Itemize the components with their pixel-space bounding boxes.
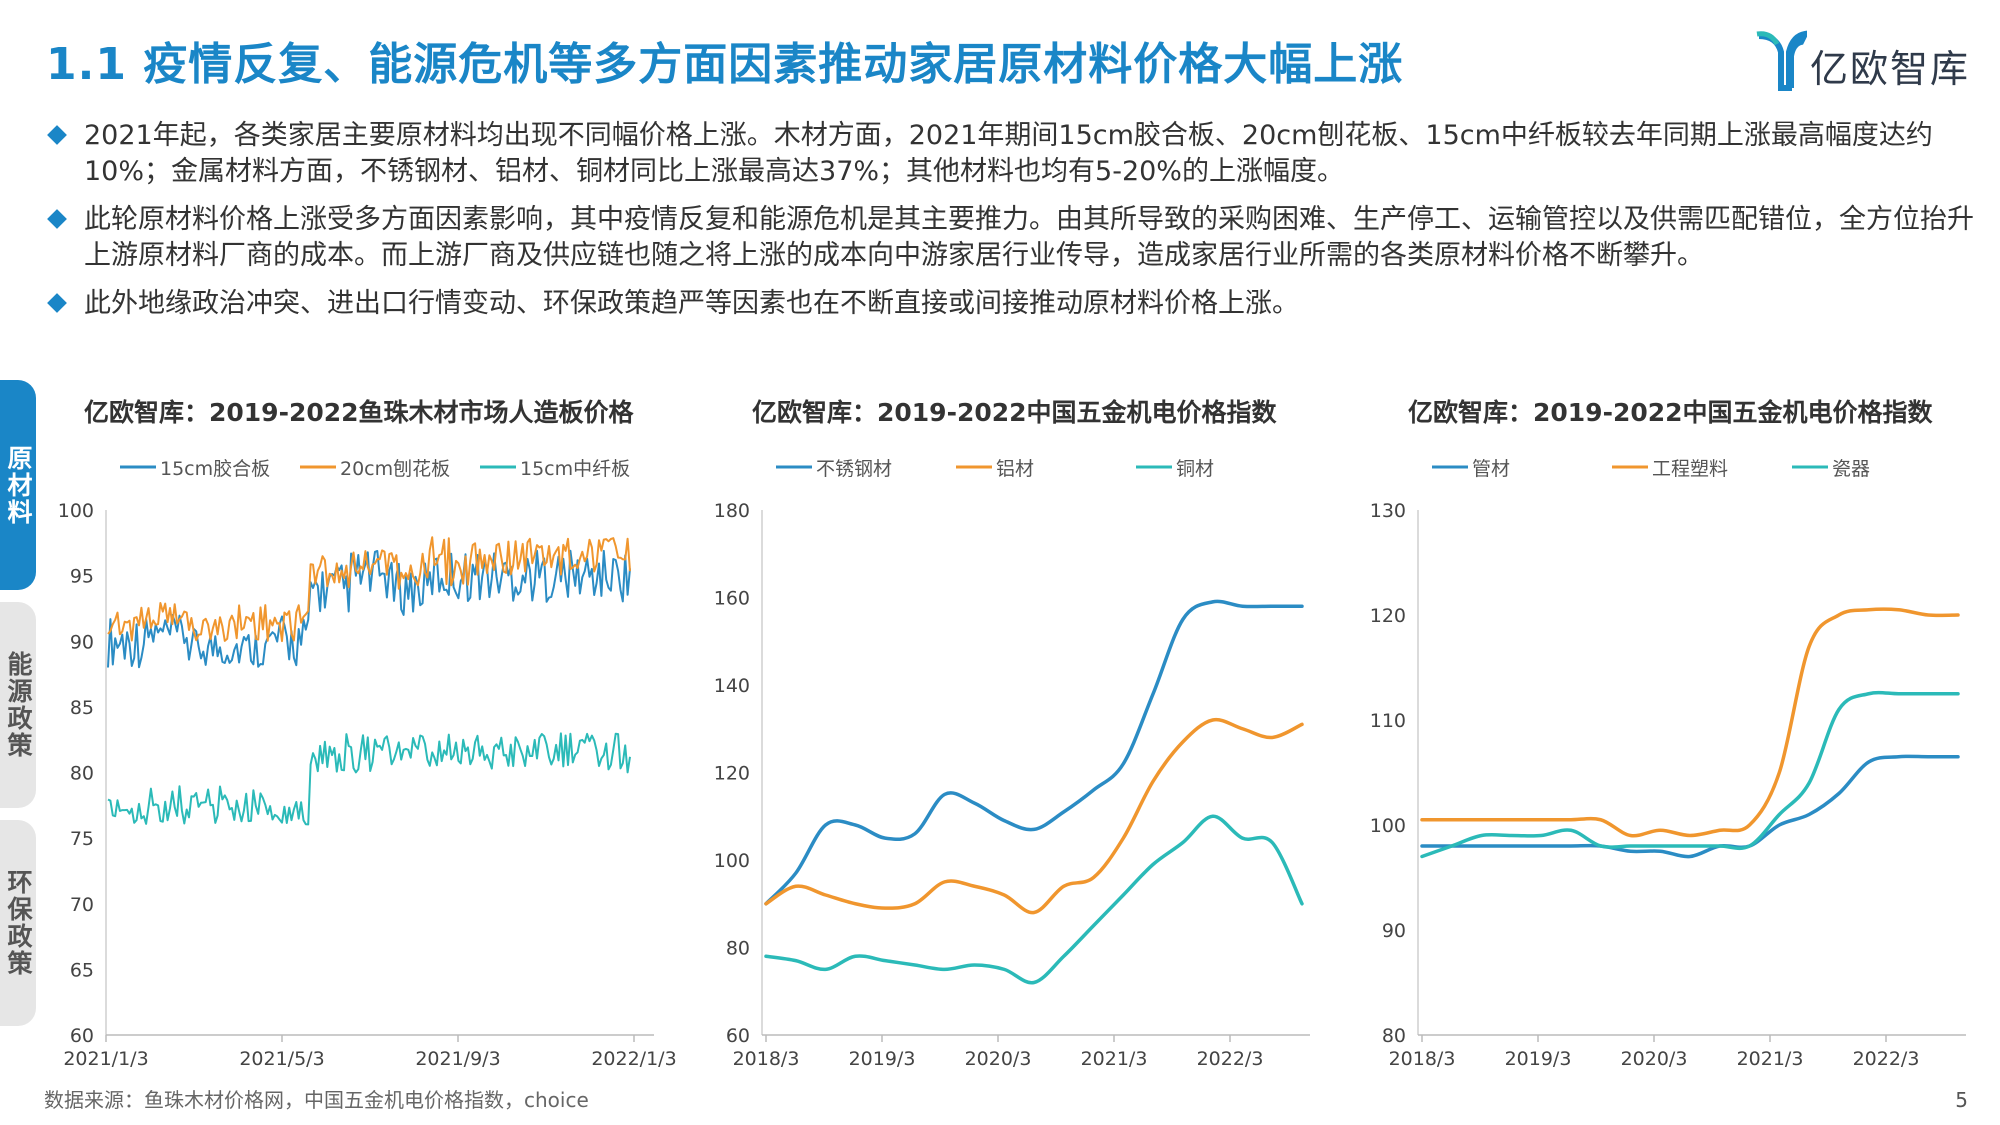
chart-svg: 管材 工程塑料 瓷器 80 90 100 110 120 130 2018/3 2019/3 2020… (1370, 458, 1966, 1070)
chart-title: 亿欧智库：2019-2022中国五金机电价格指数 (1408, 398, 1933, 427)
series-line (1420, 690, 1960, 859)
legend-label: 15cm中纤板 (520, 458, 630, 480)
x-tick-label: 2022/1/3 (591, 1048, 676, 1070)
series-line (764, 717, 1304, 915)
y-tick-label: 100 (58, 500, 94, 522)
x-tick-label: 2018/3 (733, 1048, 800, 1070)
chart-title: 亿欧智库：2019-2022鱼珠木材市场人造板价格 (84, 398, 634, 427)
chart-svg: 15cm胶合板 20cm刨花板 15cm中纤板 60 65 70 75 80 85 90 95 100… (58, 458, 677, 1070)
y-tick-label: 120 (714, 763, 750, 785)
legend-label: 管材 (1472, 458, 1510, 480)
y-tick-label: 75 (70, 828, 94, 850)
chart-materials-index: 管材 工程塑料 瓷器 80 90 100 110 120 130 2018/3 2019/3 2020… (1356, 440, 1976, 1070)
series-line (764, 814, 1304, 985)
y-tick-label: 90 (70, 631, 94, 653)
y-tick-label: 80 (1382, 1025, 1406, 1047)
legend-label: 15cm胶合板 (160, 458, 270, 480)
series-line (107, 732, 631, 826)
y-tick-label: 100 (714, 850, 750, 872)
page-number: 5 (1955, 1088, 1968, 1112)
x-tick-label: 2021/3 (1737, 1048, 1804, 1070)
y-tick-label: 80 (70, 763, 94, 785)
legend-label: 铜材 (1176, 458, 1214, 480)
x-tick-label: 2019/3 (849, 1048, 916, 1070)
x-tick-label: 2020/3 (1621, 1048, 1688, 1070)
series-line (764, 599, 1304, 906)
bullet-list: 2021年起，各类家居主要原材料均出现不同幅价格上涨。木材方面，2021年期间1… (46, 118, 1976, 334)
legend-label: 20cm刨花板 (340, 458, 450, 480)
x-tick-label: 2019/3 (1505, 1048, 1572, 1070)
series-line (1420, 607, 1960, 838)
diamond-bullet-icon (47, 293, 67, 313)
y-tick-label: 70 (70, 894, 94, 916)
diamond-bullet-icon (47, 125, 67, 145)
y-tick-label: 160 (714, 588, 750, 610)
data-source: 数据来源：鱼珠木材价格网，中国五金机电价格指数，choice (44, 1088, 589, 1112)
y-tick-label: 60 (726, 1025, 750, 1047)
legend-label: 铝材 (996, 458, 1034, 480)
chart-svg: 不锈钢材 铝材 铜材 60 80 100 120 140 160 180 2018/3 2019/3 2… (714, 458, 1310, 1070)
y-tick-label: 90 (1382, 920, 1406, 942)
bullet-text: 2021年起，各类家居主要原材料均出现不同幅价格上涨。木材方面，2021年期间1… (84, 120, 1933, 187)
legend-label: 不锈钢材 (816, 458, 892, 480)
x-tick-label: 2021/3 (1081, 1048, 1148, 1070)
bullet-text: 此轮原材料价格上涨受多方面因素影响，其中疫情反复和能源危机是其主要推力。由其所导… (84, 204, 1974, 271)
series-line (107, 536, 631, 643)
y-tick-label: 120 (1370, 605, 1406, 627)
x-tick-label: 2021/9/3 (415, 1048, 500, 1070)
chart-wood-panels: 15cm胶合板 20cm刨花板 15cm中纤板 60 65 70 75 80 85 90 95 100… (44, 440, 677, 1070)
y-tick-label: 80 (726, 938, 750, 960)
bullet-item: 2021年起，各类家居主要原材料均出现不同幅价格上涨。木材方面，2021年期间1… (46, 118, 1976, 190)
x-tick-label: 2022/3 (1197, 1048, 1264, 1070)
brand-logo: 亿欧智库 (1755, 30, 1985, 92)
x-tick-label: 2020/3 (965, 1048, 1032, 1070)
side-tab-environment-policy[interactable]: 环保政策 (0, 820, 36, 1026)
bullet-item: 此轮原材料价格上涨受多方面因素影响，其中疫情反复和能源危机是其主要推力。由其所导… (46, 202, 1976, 274)
logo-text: 亿欧智库 (1810, 47, 1971, 91)
chart-metals-index: 不锈钢材 铝材 铜材 60 80 100 120 140 160 180 2018/3 2019/3 2… (700, 440, 1320, 1070)
chart-title: 亿欧智库：2019-2022中国五金机电价格指数 (752, 398, 1277, 427)
y-tick-label: 100 (1370, 815, 1406, 837)
side-tab-raw-materials[interactable]: 原材料 (0, 380, 36, 590)
series-line (1420, 754, 1960, 859)
x-tick-label: 2018/3 (1389, 1048, 1456, 1070)
x-tick-label: 2021/1/3 (63, 1048, 148, 1070)
y-tick-label: 65 (70, 959, 94, 981)
page-title: 1.1 疫情反复、能源危机等多方面因素推动家居原材料价格大幅上涨 (46, 39, 1404, 90)
diamond-bullet-icon (47, 209, 67, 229)
x-tick-label: 2022/3 (1853, 1048, 1920, 1070)
y-tick-label: 130 (1370, 500, 1406, 522)
y-tick-label: 85 (70, 697, 94, 719)
y-tick-label: 60 (70, 1025, 94, 1047)
legend-label: 工程塑料 (1652, 458, 1728, 480)
y-tick-label: 110 (1370, 710, 1406, 732)
logo-mark-icon (1756, 30, 1811, 91)
y-tick-label: 95 (70, 566, 94, 588)
x-tick-label: 2021/5/3 (239, 1048, 324, 1070)
y-tick-label: 140 (714, 675, 750, 697)
bullet-text: 此外地缘政治冲突、进出口行情变动、环保政策趋严等因素也在不断直接或间接推动原材料… (84, 288, 1299, 319)
legend-label: 瓷器 (1832, 458, 1870, 480)
y-tick-label: 180 (714, 500, 750, 522)
side-tab-energy-policy[interactable]: 能源政策 (0, 602, 36, 808)
bullet-item: 此外地缘政治冲突、进出口行情变动、环保政策趋严等因素也在不断直接或间接推动原材料… (46, 286, 1976, 322)
